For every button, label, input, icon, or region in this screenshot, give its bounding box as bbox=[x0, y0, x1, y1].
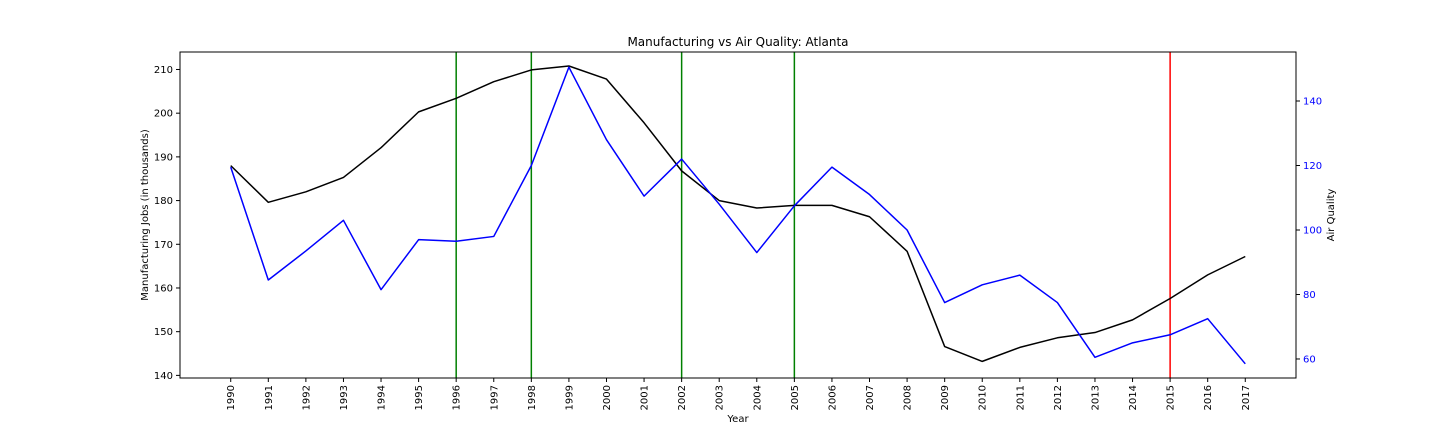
x-tick-label: 1993 bbox=[339, 385, 350, 410]
x-tick-label: 1996 bbox=[452, 385, 463, 410]
x-tick-label: 1998 bbox=[527, 385, 538, 410]
series-line-right bbox=[230, 66, 1246, 365]
x-tick-label: 2015 bbox=[1166, 385, 1177, 410]
x-tick-label: 2017 bbox=[1241, 385, 1252, 410]
x-tick-label: 1992 bbox=[301, 385, 312, 410]
x-tick-label: 2008 bbox=[903, 385, 914, 410]
x-tick-label: 1991 bbox=[264, 385, 275, 410]
y-left-tick-label: 180 bbox=[154, 196, 173, 207]
x-tick-label: 2010 bbox=[978, 385, 989, 410]
x-tick-label: 2013 bbox=[1090, 385, 1101, 410]
y-left-tick-label: 140 bbox=[154, 371, 173, 382]
x-tick-label: 1995 bbox=[414, 385, 425, 410]
vertical-lines bbox=[455, 52, 1171, 378]
y-left-tick-label: 190 bbox=[154, 152, 173, 163]
y-left-tick-label: 200 bbox=[154, 109, 173, 120]
x-tick-label: 2002 bbox=[677, 385, 688, 410]
y-left-tick-label: 210 bbox=[154, 65, 173, 76]
x-tick-label: 2012 bbox=[1053, 385, 1064, 410]
x-tick-label: 2004 bbox=[752, 385, 763, 410]
x-tick-label: 2011 bbox=[1015, 385, 1026, 410]
y-right-tick-label: 60 bbox=[1303, 354, 1316, 365]
x-tick-label: 1997 bbox=[489, 385, 500, 410]
x-tick-label: 1990 bbox=[226, 385, 237, 410]
x-tick-label: 2007 bbox=[865, 385, 876, 410]
x-tick-label: 2014 bbox=[1128, 385, 1139, 410]
y-right-tick-label: 100 bbox=[1303, 225, 1322, 236]
x-tick-label: 2016 bbox=[1203, 385, 1214, 410]
y-right-tick-label: 80 bbox=[1303, 290, 1316, 301]
axes: 1990 1991 1992 1993 1994 1995 1996 1997 1998 1999… bbox=[154, 51, 1322, 410]
y-right-tick-label: 140 bbox=[1303, 97, 1322, 108]
series-layer bbox=[230, 65, 1246, 365]
x-tick-label: 2005 bbox=[790, 385, 801, 410]
y-right-tick-label: 120 bbox=[1303, 161, 1322, 172]
x-tick-label: 2001 bbox=[640, 385, 651, 410]
chart-title: Manufacturing vs Air Quality: Atlanta bbox=[627, 35, 848, 49]
x-tick-label: 1999 bbox=[564, 385, 575, 410]
y-left-tick-label: 170 bbox=[154, 240, 173, 251]
series-line-left bbox=[230, 65, 1246, 363]
x-axis-label: Year bbox=[726, 414, 749, 425]
y-left-tick-label: 160 bbox=[154, 283, 173, 294]
x-tick-label: 1994 bbox=[377, 385, 388, 410]
y-axis-label-right: Air Quality bbox=[1326, 189, 1337, 242]
plot-frame bbox=[179, 51, 1297, 379]
y-axis-label-left: Manufacturing Jobs (in thousands) bbox=[140, 129, 151, 301]
x-tick-label: 2009 bbox=[940, 385, 951, 410]
y-left-tick-label: 150 bbox=[154, 327, 173, 338]
x-tick-label: 2003 bbox=[715, 385, 726, 410]
x-tick-label: 2006 bbox=[827, 385, 838, 410]
x-tick-label: 2000 bbox=[602, 385, 613, 410]
